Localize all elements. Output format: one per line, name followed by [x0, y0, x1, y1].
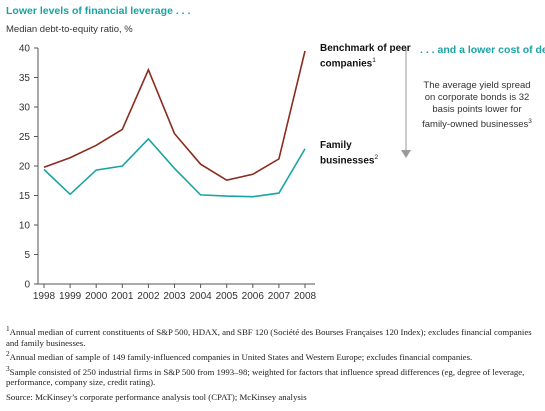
right-title: . . . and a lower cost of debt	[420, 44, 545, 56]
footnote-text: Annual median of current constituents of…	[6, 326, 532, 348]
x-tick-label: 2005	[216, 291, 239, 302]
series-line-peer	[43, 50, 306, 182]
y-tick-label: 15	[19, 191, 31, 202]
x-tick-label: 2002	[137, 291, 160, 302]
x-tick-label: 1999	[59, 291, 82, 302]
y-tick-label: 40	[19, 44, 31, 55]
x-tick-label: 2004	[189, 291, 212, 302]
footnotes: 1Annual median of current constituents o…	[6, 324, 542, 403]
x-tick-label: 2006	[242, 291, 265, 302]
y-axis-label: Median debt-to-equity ratio, %	[6, 24, 133, 35]
line-chart: 0 5 10 15 20 25 30 35 40 1998 1999 2000 2001 2002 2003…	[19, 44, 411, 303]
source-line: Source: McKinsey’s corporate performance…	[6, 391, 307, 402]
y-tick-label: 35	[19, 73, 31, 84]
x-tick-label: 2008	[294, 291, 317, 302]
footnote-marker: 3	[528, 118, 532, 125]
y-tick-label: 25	[19, 132, 31, 143]
down-arrow-icon	[401, 47, 411, 158]
chart-axes: 0 5 10 15 20 25 30 35 40 1998 1999 2000 2001 2002 2003…	[19, 44, 317, 303]
yield-spread-note: The average yield spread on corporate bo…	[418, 80, 536, 131]
footnote-marker: 1	[6, 324, 10, 333]
footnote-text: Sample consisted of 250 industrial firms…	[6, 366, 525, 388]
y-tick-label: 30	[19, 103, 31, 114]
series-label-family: Family businesses2	[320, 140, 378, 167]
footnote-marker: 1	[372, 57, 376, 64]
x-tick-label: 2003	[163, 291, 186, 302]
y-tick-label: 0	[24, 280, 30, 291]
footnote-3: 3Sample consisted of 250 industrial firm…	[6, 364, 542, 388]
footnote-marker: 2	[6, 349, 10, 359]
series-label-peer: Benchmark of peer companies1	[320, 43, 411, 70]
footnote-marker: 3	[6, 363, 10, 373]
x-tick-label: 2007	[268, 291, 291, 302]
y-tick-label: 5	[24, 250, 30, 261]
series-label-peer-line2: companies	[320, 58, 373, 70]
series-line-family	[43, 137, 306, 198]
footnote-2: 2Annual median of sample of 149 family-i…	[6, 349, 542, 363]
series-label-peer-line1: Benchmark of peer	[320, 43, 411, 54]
chart-series	[43, 50, 306, 198]
yield-spread-text: The average yield spread on corporate bo…	[422, 80, 531, 131]
series-label-family-line2: businesses	[320, 155, 375, 167]
x-tick-label: 2000	[85, 291, 108, 302]
footnote-1: 1Annual median of current constituents o…	[6, 324, 542, 348]
chart-title: Lower levels of financial leverage . . .	[6, 5, 191, 17]
y-tick-label: 10	[19, 221, 31, 232]
x-tick-label: 2001	[111, 291, 134, 302]
footnote-text: Annual median of sample of 149 family-in…	[9, 352, 473, 363]
series-label-family-line1: Family	[320, 140, 352, 151]
x-tick-label: 1998	[33, 291, 56, 302]
y-tick-label: 20	[19, 162, 31, 173]
footnote-marker: 2	[374, 154, 379, 161]
